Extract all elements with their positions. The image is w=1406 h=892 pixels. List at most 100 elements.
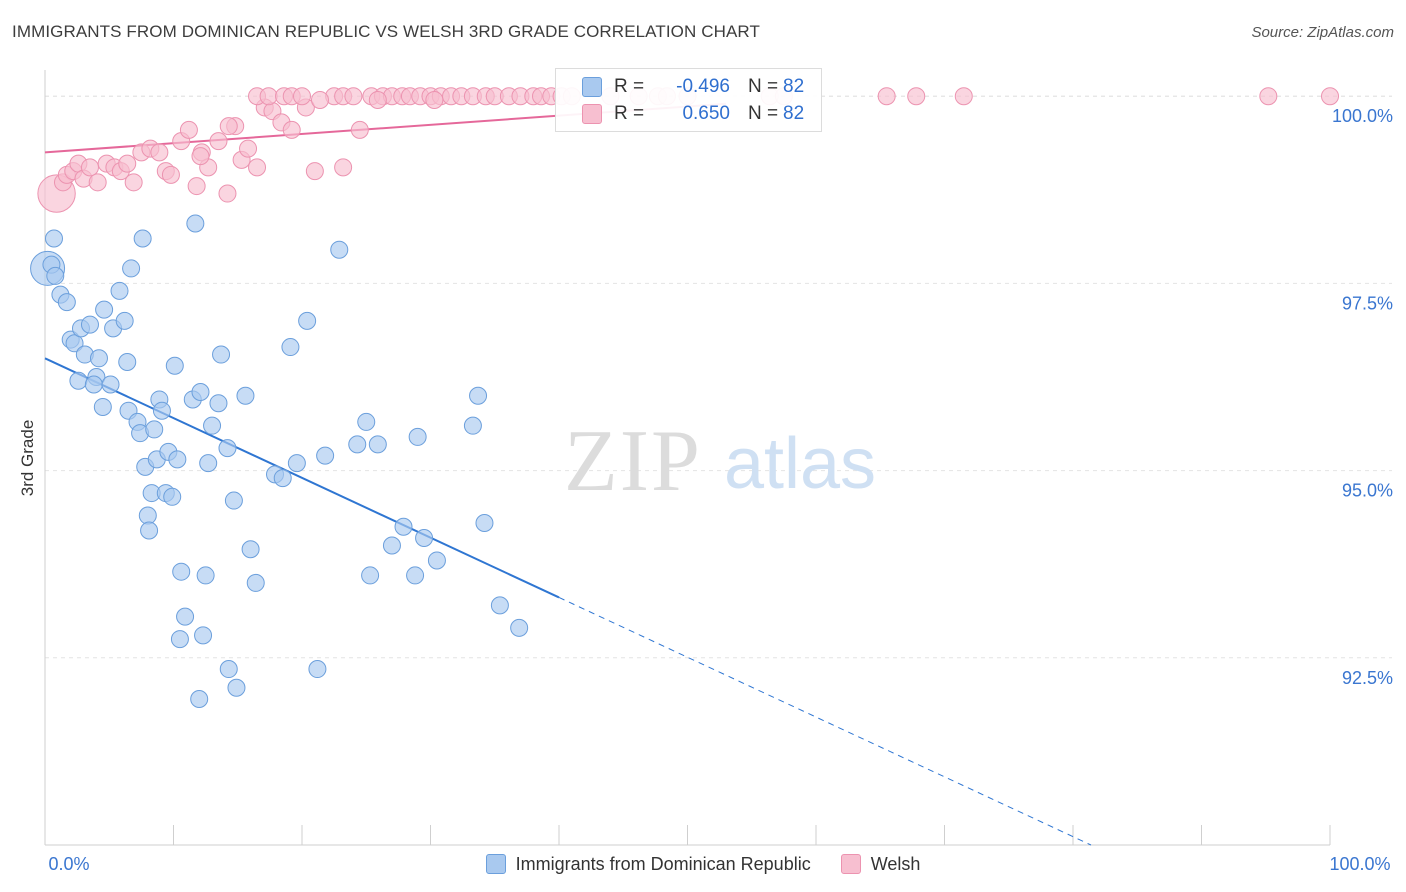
point-dominican — [361, 566, 380, 585]
legend-item-dominican[interactable]: Immigrants from Dominican Republic — [485, 850, 811, 878]
point-dominican — [80, 315, 99, 334]
n-label: N = — [748, 103, 779, 124]
point-dominican — [65, 334, 84, 353]
legend-label-welsh: Welsh — [870, 853, 921, 874]
point-welsh — [305, 162, 324, 181]
point-dominican — [57, 293, 76, 312]
point-dominican — [469, 386, 488, 405]
x-tick-label-max: 100.0% — [1329, 854, 1390, 874]
point-dominican — [69, 371, 88, 390]
stats-row-pink: R = 0.650 N = 82 — [556, 101, 804, 127]
point-welsh — [187, 177, 206, 196]
legend-swatch-blue — [485, 854, 506, 874]
point-dominican — [101, 375, 120, 394]
point-dominican — [236, 386, 255, 405]
point-dominican — [408, 427, 427, 446]
trend-line-dashed-dominican — [558, 597, 1092, 846]
point-dominican — [463, 416, 482, 435]
point-welsh — [1259, 87, 1278, 106]
r-label: R = — [614, 103, 645, 124]
chart-title: IMMIGRANTS FROM DOMINICAN REPUBLIC VS WE… — [12, 22, 760, 41]
point-dominican — [330, 240, 349, 259]
point-dominican — [382, 536, 401, 555]
point-welsh — [88, 173, 107, 192]
point-welsh — [1321, 87, 1339, 106]
point-dominican — [118, 353, 137, 372]
point-welsh — [907, 87, 926, 106]
point-dominican — [308, 660, 327, 679]
point-welsh — [118, 154, 137, 173]
watermark-zip: ZIP — [564, 413, 702, 510]
point-dominican — [110, 281, 129, 300]
point-dominican — [145, 420, 164, 439]
point-welsh — [239, 139, 258, 158]
point-dominican — [172, 562, 191, 581]
x-tick-label-min: 0.0% — [48, 854, 89, 874]
point-dominican — [84, 375, 103, 394]
legend-item-welsh[interactable]: Welsh — [840, 850, 921, 878]
legend-label-dominican: Immigrants from Dominican Republic — [515, 853, 811, 874]
point-welsh — [248, 158, 267, 177]
y-tick-label: 95.0% — [1342, 481, 1393, 501]
point-dominican — [475, 514, 494, 533]
point-dominican — [273, 469, 292, 488]
point-dominican — [168, 450, 187, 469]
point-dominican — [163, 487, 182, 506]
r-value-pink: 0.650 — [682, 103, 730, 124]
point-welsh — [161, 165, 180, 184]
point-dominican — [281, 338, 300, 357]
point-welsh — [282, 120, 301, 139]
point-dominican — [287, 454, 306, 473]
stats-box: R = -0.496 N = 82 R = 0.650 N = 82 — [555, 68, 822, 132]
point-welsh — [310, 90, 329, 109]
point-dominican — [227, 678, 246, 697]
point-dominican — [93, 397, 112, 416]
y-tick-label: 97.5% — [1342, 293, 1393, 313]
point-dominican — [89, 349, 108, 368]
point-dominican — [122, 259, 141, 278]
point-welsh — [425, 90, 444, 109]
point-welsh — [191, 147, 210, 166]
point-dominican — [224, 491, 243, 510]
point-dominican — [194, 626, 213, 645]
point-dominican — [190, 689, 209, 708]
point-welsh — [368, 90, 387, 109]
point-dominican — [165, 356, 184, 375]
watermark-atlas: atlas — [724, 424, 876, 504]
point-welsh — [877, 87, 896, 106]
pink-swatch — [582, 104, 602, 124]
point-dominican — [199, 454, 218, 473]
point-dominican — [176, 607, 195, 626]
point-dominican — [406, 566, 425, 585]
point-welsh — [344, 87, 363, 106]
y-tick-label: 100.0% — [1332, 106, 1393, 126]
point-dominican — [415, 528, 434, 547]
point-dominican — [209, 394, 228, 413]
point-dominican — [246, 573, 265, 592]
point-welsh — [219, 117, 238, 136]
r-label: R = — [614, 76, 645, 97]
point-welsh — [124, 173, 143, 192]
n-value-pink: 82 — [783, 103, 805, 124]
point-welsh — [334, 158, 353, 177]
watermark: ZIP atlas — [564, 413, 876, 510]
legend-swatch-pink — [840, 854, 861, 874]
gridlines — [45, 95, 1392, 659]
point-dominican — [170, 630, 189, 649]
point-welsh — [350, 120, 369, 139]
point-dominican — [44, 229, 63, 248]
point-welsh — [954, 87, 973, 106]
point-dominican — [241, 540, 260, 559]
point-dominican — [368, 435, 387, 454]
point-welsh — [293, 87, 311, 106]
point-dominican — [219, 660, 238, 679]
point-dominican — [212, 345, 231, 364]
point-dominican — [115, 311, 134, 330]
point-dominican — [316, 446, 335, 465]
y-axis-label: 3rd Grade — [18, 420, 37, 497]
point-dominican — [298, 311, 317, 330]
point-welsh — [179, 120, 198, 139]
point-welsh — [209, 132, 228, 151]
trend-line-dominican — [44, 357, 560, 599]
r-value-blue: -0.496 — [676, 76, 730, 97]
